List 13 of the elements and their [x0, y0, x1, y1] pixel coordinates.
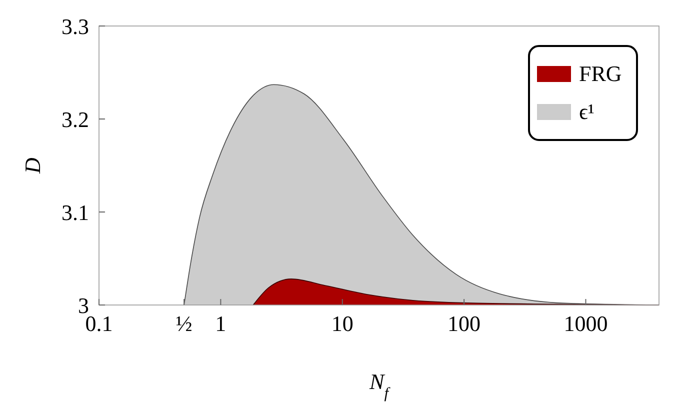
y-axis-title: D: [20, 157, 45, 174]
legend-label: FRG: [579, 61, 622, 86]
x-tick-label: 1000: [564, 311, 608, 336]
y-tick-label: 3.3: [62, 14, 89, 39]
x-tick-label: 100: [448, 311, 481, 336]
y-tick-label: 3.1: [62, 200, 89, 225]
x-axis-title: N$_{f}$: [368, 369, 392, 402]
x-tick-label: ½: [176, 311, 192, 336]
x-tick-label: 10: [331, 311, 354, 336]
legend-label: ϵ¹: [579, 99, 595, 124]
y-tick-label: 3: [78, 293, 89, 318]
y-tick-label: 3.2: [62, 107, 89, 132]
x-tick-label: 1: [215, 311, 226, 336]
